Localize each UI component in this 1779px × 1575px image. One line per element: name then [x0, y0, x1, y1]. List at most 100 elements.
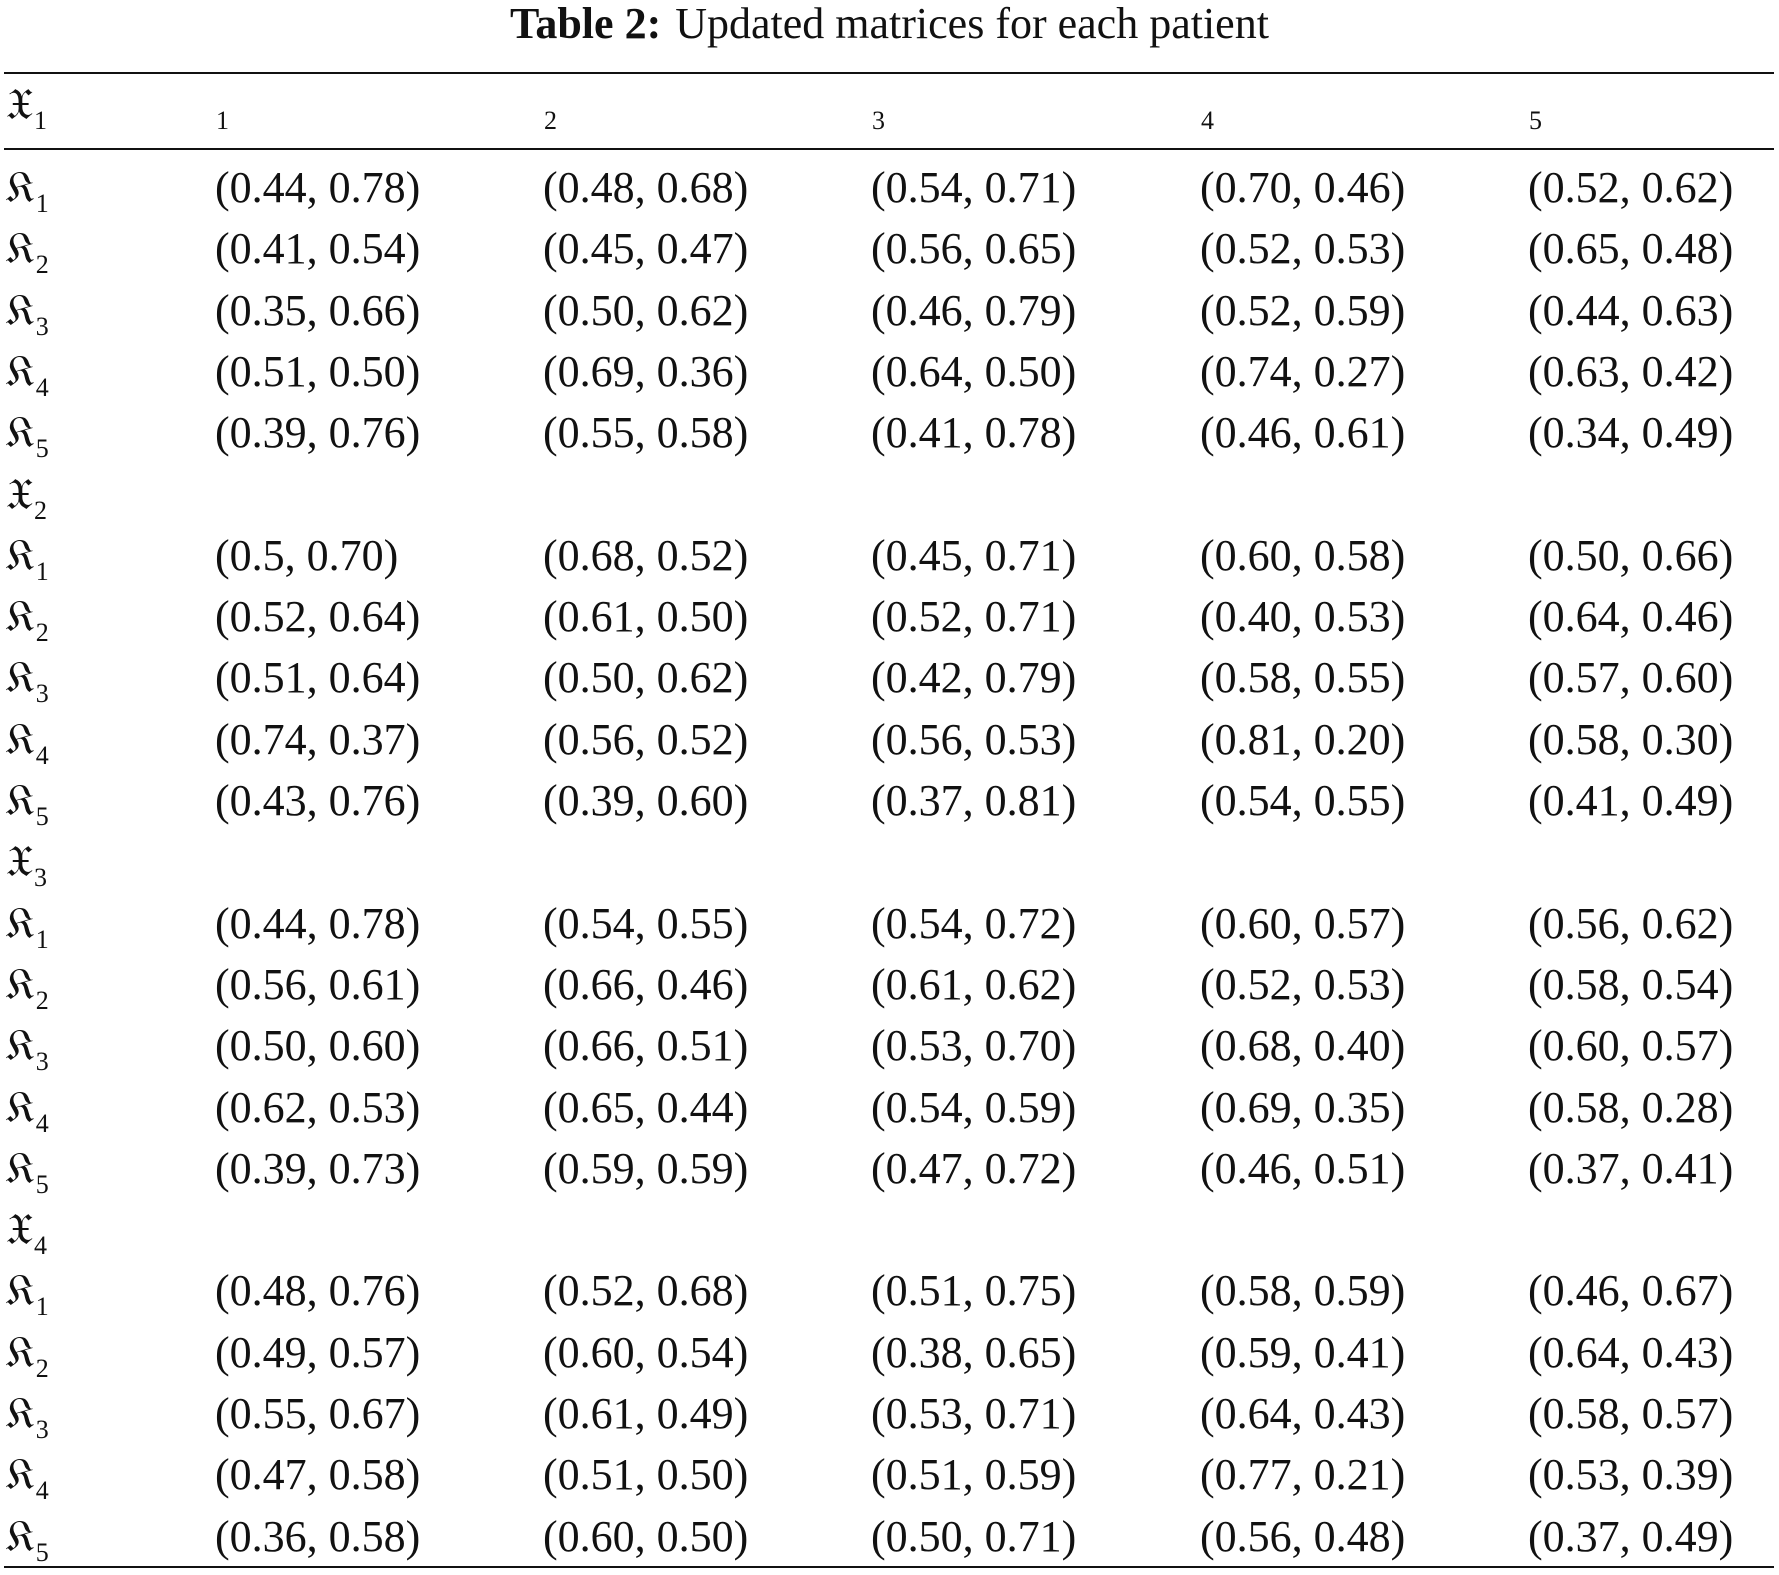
row-label-symbol: 𝔛: [6, 1204, 33, 1255]
row-label-subscript: 2: [36, 250, 49, 279]
header-col-subscript: 1: [216, 106, 229, 135]
table-cell: (0.53, 0.70): [871, 1016, 1076, 1076]
table-cell: (0.37, 0.49): [1528, 1507, 1733, 1567]
table-cell: (0.46, 0.51): [1200, 1139, 1405, 1199]
table-cell: (0.54, 0.72): [871, 894, 1076, 954]
table-cell: (0.5, 0.70): [215, 526, 398, 586]
table-cell: (0.48, 0.68): [543, 158, 748, 218]
table-row: 𝔎1 (0.44, 0.78) (0.48, 0.68) (0.54, 0.71) (0…: [0, 158, 1779, 218]
table-cell: (0.77, 0.21): [1200, 1445, 1405, 1505]
table-cell: (0.52, 0.64): [215, 587, 420, 647]
header-row-label: 𝔛1: [6, 75, 47, 135]
table-row: 𝔎2 (0.56, 0.61) (0.66, 0.46) (0.61, 0.62) (0…: [0, 955, 1779, 1015]
header-col-subscript: 2: [544, 106, 557, 135]
table-cell: (0.50, 0.71): [871, 1507, 1076, 1567]
top-rule: [4, 72, 1774, 74]
row-label: 𝔎2: [6, 587, 49, 647]
table-cell: (0.58, 0.55): [1200, 648, 1405, 708]
caption-text: Updated matrices for each patient: [675, 0, 1269, 48]
group-row: 𝔛3: [0, 832, 1779, 892]
group-label: 𝔛3: [6, 832, 47, 892]
header-col-subscript: 5: [1529, 106, 1542, 135]
header-col-1: 𝔋1: [215, 75, 229, 135]
table-row: 𝔎4 (0.47, 0.58) (0.51, 0.50) (0.51, 0.59) (0…: [0, 1445, 1779, 1505]
table-cell: (0.64, 0.43): [1528, 1323, 1733, 1383]
table-cell: (0.41, 0.49): [1528, 771, 1733, 831]
table-cell: (0.44, 0.78): [215, 158, 420, 218]
table-cell: (0.39, 0.76): [215, 403, 420, 463]
table-cell: (0.56, 0.53): [871, 710, 1076, 770]
row-label-symbol: 𝔎: [6, 346, 35, 397]
table-cell: (0.61, 0.62): [871, 955, 1076, 1015]
row-label-symbol: 𝔎: [6, 1327, 35, 1378]
table-cell: (0.44, 0.78): [215, 894, 420, 954]
table-cell: (0.52, 0.62): [1528, 158, 1733, 218]
table-cell: (0.52, 0.68): [543, 1261, 748, 1321]
table-cell: (0.46, 0.79): [871, 281, 1076, 341]
row-label-symbol: 𝔎: [6, 959, 35, 1010]
row-label-subscript: 1: [36, 1292, 49, 1321]
row-label-symbol: 𝔛: [6, 469, 33, 520]
table-cell: (0.66, 0.51): [543, 1016, 748, 1076]
table-cell: (0.61, 0.49): [543, 1384, 748, 1444]
table-row: 𝔎4 (0.62, 0.53) (0.65, 0.44) (0.54, 0.59) (0…: [0, 1078, 1779, 1138]
table-cell: (0.57, 0.60): [1528, 648, 1733, 708]
row-label-symbol: 𝔎: [6, 1020, 35, 1071]
header-col-subscript: 3: [872, 106, 885, 135]
row-label-symbol: 𝔎: [6, 285, 35, 336]
table-cell: (0.54, 0.55): [543, 894, 748, 954]
group-row: 𝔛4: [0, 1200, 1779, 1260]
table-cell: (0.54, 0.55): [1200, 771, 1405, 831]
table-cell: (0.55, 0.58): [543, 403, 748, 463]
row-label: 𝔎2: [6, 955, 49, 1015]
row-label: 𝔎3: [6, 648, 49, 708]
table-row: 𝔎1 (0.44, 0.78) (0.54, 0.55) (0.54, 0.72) (0…: [0, 894, 1779, 954]
table-cell: (0.56, 0.62): [1528, 894, 1733, 954]
table-cell: (0.45, 0.47): [543, 219, 748, 279]
table-cell: (0.60, 0.57): [1528, 1016, 1733, 1076]
table-cell: (0.74, 0.37): [215, 710, 420, 770]
row-label: 𝔎5: [6, 403, 49, 463]
row-label: 𝔎5: [6, 1507, 49, 1567]
table-cell: (0.74, 0.27): [1200, 342, 1405, 402]
row-label-subscript: 1: [36, 189, 49, 218]
row-label-subscript: 5: [36, 1538, 49, 1567]
row-label-subscript: 4: [36, 1476, 49, 1505]
table-cell: (0.37, 0.81): [871, 771, 1076, 831]
row-label-subscript: 3: [36, 679, 49, 708]
row-label: 𝔎1: [6, 526, 49, 586]
row-label-subscript: 4: [34, 1231, 47, 1260]
caption-label: Table 2:: [510, 0, 661, 48]
table-row: 𝔎1 (0.5, 0.70) (0.68, 0.52) (0.45, 0.71) (0.…: [0, 526, 1779, 586]
row-label: 𝔎1: [6, 1261, 49, 1321]
table-row: 𝔎5 (0.36, 0.58) (0.60, 0.50) (0.50, 0.71) (0…: [0, 1507, 1779, 1567]
table-cell: (0.58, 0.54): [1528, 955, 1733, 1015]
row-label-subscript: 3: [36, 1047, 49, 1076]
row-label-symbol: 𝔎: [6, 162, 35, 213]
table-row: 𝔎1 (0.48, 0.76) (0.52, 0.68) (0.51, 0.75) (0…: [0, 1261, 1779, 1321]
table-cell: (0.65, 0.44): [543, 1078, 748, 1138]
row-label: 𝔎3: [6, 1016, 49, 1076]
row-label-subscript: 3: [34, 863, 47, 892]
table-cell: (0.41, 0.54): [215, 219, 420, 279]
row-label-symbol: 𝔎: [6, 898, 35, 949]
row-label-subscript: 5: [36, 802, 49, 831]
table-row: 𝔎2 (0.52, 0.64) (0.61, 0.50) (0.52, 0.71) (0…: [0, 587, 1779, 647]
row-label-symbol: 𝔎: [6, 714, 35, 765]
table-cell: (0.51, 0.64): [215, 648, 420, 708]
table-caption: Table 2: Updated matrices for each patien…: [0, 0, 1779, 50]
header-row: 𝔛1 𝔋1 𝔋2 𝔋3 𝔋4 𝔋5: [0, 75, 1779, 135]
table-cell: (0.62, 0.53): [215, 1078, 420, 1138]
row-label: 𝔎5: [6, 1139, 49, 1199]
row-label: 𝔎2: [6, 1323, 49, 1383]
table-cell: (0.42, 0.79): [871, 648, 1076, 708]
table-row: 𝔎3 (0.35, 0.66) (0.50, 0.62) (0.46, 0.79) (0…: [0, 281, 1779, 341]
row-label: 𝔎4: [6, 710, 49, 770]
table-cell: (0.68, 0.52): [543, 526, 748, 586]
row-label-subscript: 4: [36, 373, 49, 402]
row-label-subscript: 2: [36, 1354, 49, 1383]
row-label-symbol: 𝔎: [6, 1388, 35, 1439]
table-row: 𝔎5 (0.43, 0.76) (0.39, 0.60) (0.37, 0.81) (0…: [0, 771, 1779, 831]
row-label-subscript: 3: [36, 312, 49, 341]
row-label-subscript: 1: [36, 557, 49, 586]
